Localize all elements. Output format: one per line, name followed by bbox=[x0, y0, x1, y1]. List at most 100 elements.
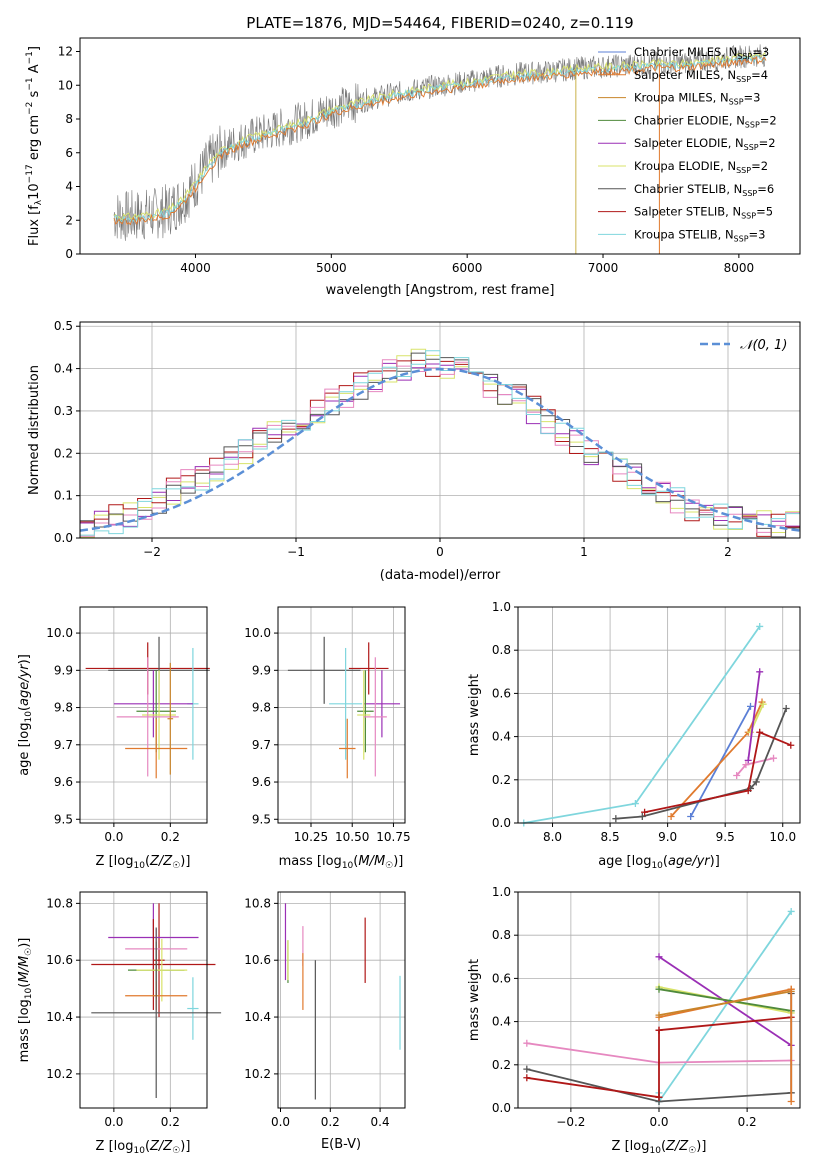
age-weight-ylabel: mass weight bbox=[467, 674, 482, 756]
y-tick-label: 9.5 bbox=[54, 812, 73, 826]
plus-marker bbox=[759, 700, 767, 708]
plus-marker bbox=[747, 702, 755, 710]
x-tick-label: 6000 bbox=[452, 261, 483, 275]
y-tick-label: 0.2 bbox=[54, 446, 73, 460]
weight-series-line bbox=[747, 671, 761, 761]
legend-entry-label: Chabrier MILES, NSSP=3 bbox=[634, 45, 769, 61]
plus-marker bbox=[787, 907, 795, 915]
y-tick-label: 0.4 bbox=[54, 362, 73, 376]
weight-series-line bbox=[658, 910, 792, 1103]
y-tick-label: 10.2 bbox=[46, 1067, 73, 1081]
y-tick-label: 9.9 bbox=[252, 663, 271, 677]
x-tick-label: 8.5 bbox=[601, 830, 620, 844]
y-tick-label: 0.5 bbox=[54, 319, 73, 333]
z-weight-ylabel: mass weight bbox=[467, 959, 482, 1041]
plus-marker bbox=[752, 778, 760, 786]
legend-entry-label: Salpeter ELODIE, NSSP=2 bbox=[634, 136, 776, 152]
y-tick-label: 10.8 bbox=[244, 896, 271, 910]
plus-marker bbox=[523, 1039, 531, 1047]
weight-series-line bbox=[658, 988, 792, 1012]
histogram-ylabel: Normed distribution bbox=[27, 365, 42, 495]
ebv-mass-frame bbox=[277, 891, 406, 1109]
y-tick-label: 9.7 bbox=[252, 738, 271, 752]
plus-marker bbox=[687, 813, 695, 821]
y-tick-label: 2 bbox=[65, 213, 73, 227]
ebv-mass-panel: 0.0 0.2 0.4 10.2 10.4 10.6 10.8 E(B-V) bbox=[244, 891, 406, 1152]
spectrum-frame bbox=[79, 37, 801, 255]
model-spectrum-line bbox=[113, 51, 767, 221]
legend-entry-label: Salpeter STELIB, NSSP=5 bbox=[634, 205, 773, 221]
mass-age-frame bbox=[277, 606, 406, 824]
y-tick-label: 10.2 bbox=[244, 1067, 271, 1081]
plus-marker bbox=[733, 771, 741, 779]
x-tick-label: 7000 bbox=[588, 261, 619, 275]
plus-marker bbox=[787, 1098, 795, 1106]
z-age-xlabel: Z [log10(Z/Z☉)] bbox=[96, 854, 191, 871]
y-tick-label: 10.0 bbox=[244, 626, 271, 640]
plus-marker bbox=[612, 815, 620, 823]
z-mass-xlabel: Z [log10(Z/Z☉)] bbox=[96, 1139, 191, 1156]
spectrum-xlabel: wavelength [Angstrom, rest frame] bbox=[326, 283, 555, 298]
y-tick-label: 0.6 bbox=[492, 686, 511, 700]
legend-entry-label: Kroupa STELIB, NSSP=3 bbox=[634, 227, 765, 243]
z-weight-panel: −0.2 0.0 0.2 0.0 0.2 0.4 0.6 0.8 1.0 Z [log10(Z/… bbox=[467, 885, 801, 1156]
plus-marker bbox=[638, 813, 646, 821]
y-tick-label: 10.4 bbox=[244, 1010, 271, 1024]
plus-marker bbox=[655, 985, 663, 993]
y-tick-label: 0.4 bbox=[492, 1015, 511, 1029]
y-tick-label: 10.6 bbox=[46, 953, 73, 967]
plus-marker bbox=[744, 756, 752, 764]
model-spectrum-line bbox=[113, 55, 767, 226]
x-tick-label: 0.2 bbox=[161, 830, 180, 844]
weight-series-line bbox=[658, 956, 792, 1047]
plus-marker bbox=[747, 728, 755, 736]
x-tick-label: 0.2 bbox=[161, 1115, 180, 1129]
y-tick-label: 0.0 bbox=[492, 816, 511, 830]
y-tick-label: 9.8 bbox=[54, 701, 73, 715]
y-tick-label: 0.4 bbox=[492, 730, 511, 744]
x-tick-label: 0.2 bbox=[738, 1115, 757, 1129]
x-tick-label: 0.0 bbox=[104, 830, 123, 844]
x-tick-label: 0.0 bbox=[104, 1115, 123, 1129]
y-tick-label: 0.8 bbox=[492, 643, 511, 657]
plus-marker bbox=[787, 985, 795, 993]
x-tick-label: 9.5 bbox=[716, 830, 735, 844]
x-tick-label: 1 bbox=[580, 545, 588, 559]
y-tick-label: 9.6 bbox=[54, 775, 73, 789]
y-tick-label: 10.8 bbox=[46, 896, 73, 910]
plus-marker bbox=[782, 705, 790, 713]
y-tick-label: 9.5 bbox=[252, 812, 271, 826]
y-tick-label: 0.2 bbox=[492, 1058, 511, 1072]
y-tick-label: 4 bbox=[65, 180, 73, 194]
plus-marker bbox=[631, 800, 639, 808]
plus-marker bbox=[756, 728, 764, 736]
x-tick-label: 0.0 bbox=[271, 1115, 290, 1129]
y-tick-label: 10.6 bbox=[244, 953, 271, 967]
plus-marker bbox=[655, 1093, 663, 1101]
y-tick-label: 9.6 bbox=[252, 775, 271, 789]
y-tick-label: 0.1 bbox=[54, 489, 73, 503]
plus-marker bbox=[655, 1026, 663, 1034]
x-tick-label: 9.0 bbox=[658, 830, 677, 844]
residual-histogram-step bbox=[80, 359, 800, 537]
y-tick-label: 0.6 bbox=[492, 971, 511, 985]
x-tick-label: 2 bbox=[724, 545, 732, 559]
weight-series-line bbox=[644, 731, 792, 814]
x-tick-label: 0.4 bbox=[371, 1115, 390, 1129]
weight-series-line bbox=[658, 1016, 792, 1032]
z-age-panel: 0.0 0.2 9.5 9.6 9.7 9.8 9.9 10.0 Z [log10(Z/Z☉)… bbox=[17, 606, 210, 871]
y-tick-label: 10.0 bbox=[46, 626, 73, 640]
y-tick-label: 8 bbox=[65, 112, 73, 126]
plus-marker bbox=[756, 668, 764, 676]
x-tick-label: 8000 bbox=[724, 261, 755, 275]
z-age-ylabel: age [log10(age/yr)] bbox=[17, 654, 34, 776]
normal-curve-line bbox=[79, 367, 801, 532]
y-tick-label: 6 bbox=[65, 146, 73, 160]
histogram-xlabel: (data-model)/error bbox=[380, 568, 501, 583]
y-tick-label: 0.0 bbox=[54, 531, 73, 545]
x-tick-label: −0.2 bbox=[556, 1115, 585, 1129]
y-tick-label: 9.9 bbox=[54, 663, 73, 677]
y-tick-label: 12 bbox=[58, 45, 73, 59]
x-tick-label: 10.25 bbox=[294, 830, 328, 844]
